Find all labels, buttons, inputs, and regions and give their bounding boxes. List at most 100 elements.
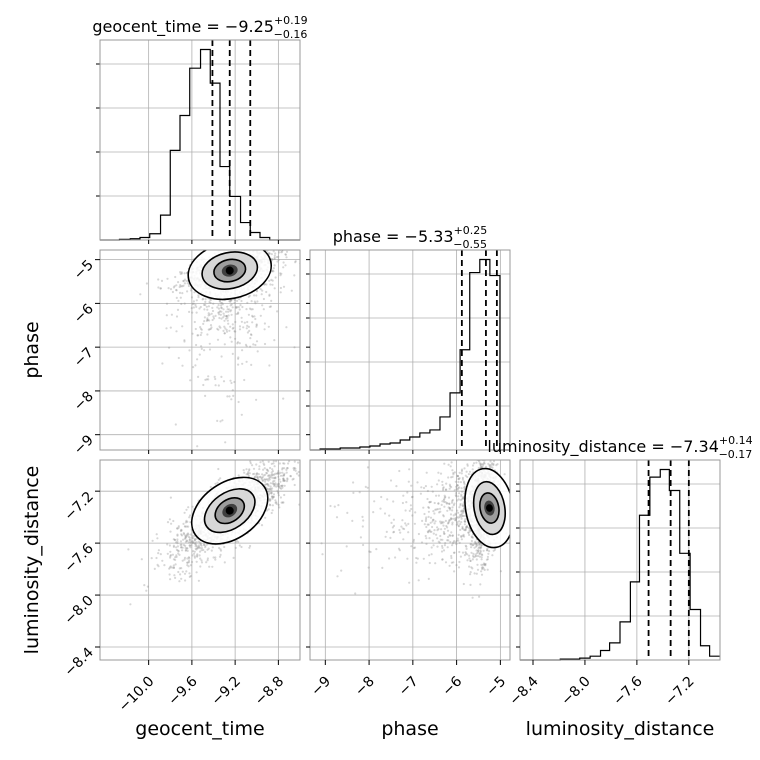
sample-point xyxy=(184,546,187,550)
sample-point xyxy=(267,483,270,486)
sample-point xyxy=(268,492,271,495)
sample-point xyxy=(175,548,178,552)
sample-point xyxy=(443,527,446,530)
sample-point xyxy=(455,539,458,542)
sample-point xyxy=(442,487,445,490)
sample-point xyxy=(223,332,226,335)
sample-point xyxy=(437,494,440,497)
sample-point xyxy=(234,320,237,324)
sample-point xyxy=(271,270,274,273)
sample-point xyxy=(270,476,273,479)
sample-point xyxy=(228,395,231,398)
sample-point xyxy=(183,302,186,305)
sample-point xyxy=(195,343,198,347)
sample-point xyxy=(183,533,186,536)
sample-point xyxy=(251,464,254,467)
sample-point xyxy=(178,291,182,294)
sample-point xyxy=(274,472,277,475)
sample-point xyxy=(491,462,494,465)
sample-point xyxy=(405,501,408,504)
sample-point xyxy=(182,538,185,541)
sample-point xyxy=(475,544,478,547)
sample-point xyxy=(184,579,187,582)
sample-point xyxy=(426,530,429,533)
sample-point xyxy=(177,356,180,360)
sample-point xyxy=(282,477,285,480)
sample-point xyxy=(206,317,209,320)
sample-point xyxy=(185,519,188,523)
sample-point xyxy=(385,530,388,534)
sample-point xyxy=(430,530,433,533)
sample-point xyxy=(178,580,181,583)
sample-point xyxy=(490,463,493,466)
sample-point xyxy=(264,478,267,481)
sample-point xyxy=(253,315,256,318)
sample-point xyxy=(185,539,188,542)
sample-point xyxy=(427,515,430,519)
sample-point xyxy=(263,467,266,470)
sample-point xyxy=(193,550,196,553)
sample-point xyxy=(375,548,378,551)
sample-point xyxy=(459,513,462,517)
sample-point xyxy=(214,556,217,559)
sample-point xyxy=(438,541,441,544)
sample-point xyxy=(281,467,284,470)
sample-point xyxy=(157,565,160,568)
sample-point xyxy=(270,474,273,477)
sample-point xyxy=(498,458,500,460)
sample-point xyxy=(262,308,265,311)
sample-point xyxy=(230,303,233,306)
sample-point xyxy=(386,498,389,501)
sample-point xyxy=(460,534,463,538)
sample-point xyxy=(226,395,229,398)
sample-point xyxy=(270,489,273,492)
sample-point xyxy=(195,311,198,314)
sample-point xyxy=(224,441,227,444)
sample-point xyxy=(283,467,286,470)
sample-point xyxy=(477,550,480,553)
sample-point xyxy=(488,466,492,469)
sample-point xyxy=(268,478,271,481)
sample-point xyxy=(468,533,471,537)
sample-point xyxy=(292,468,296,471)
sample-point xyxy=(276,483,279,486)
sample-point xyxy=(264,480,267,483)
sample-point xyxy=(282,285,286,288)
sample-point xyxy=(459,523,462,526)
sample-point xyxy=(459,502,462,506)
sample-point xyxy=(188,514,192,517)
sample-point xyxy=(234,306,237,309)
sample-point xyxy=(237,311,240,314)
sample-point xyxy=(240,545,243,549)
sample-point xyxy=(485,558,488,561)
sample-point xyxy=(282,474,286,477)
sample-point xyxy=(480,553,483,556)
sample-point xyxy=(479,465,482,468)
sample-point xyxy=(212,302,215,305)
sample-point xyxy=(285,468,288,471)
sample-point xyxy=(439,538,442,541)
sample-point xyxy=(174,423,177,426)
sample-point xyxy=(254,317,257,321)
sample-point xyxy=(181,364,184,367)
sample-point xyxy=(253,472,256,475)
sample-point xyxy=(445,482,448,485)
sample-point xyxy=(247,313,250,316)
sample-point xyxy=(219,313,222,316)
sample-point xyxy=(457,477,460,480)
sample-point xyxy=(188,557,191,560)
sample-point xyxy=(443,532,446,535)
sample-point xyxy=(282,266,285,269)
sample-point xyxy=(187,565,190,568)
sample-point xyxy=(445,488,448,491)
sample-point xyxy=(265,290,268,294)
sample-point xyxy=(169,496,172,499)
sample-point xyxy=(219,326,222,329)
sample-point xyxy=(249,345,252,348)
sample-point xyxy=(226,308,229,311)
sample-point xyxy=(462,510,465,513)
sample-point xyxy=(176,545,179,548)
sample-point xyxy=(293,460,296,463)
sample-point xyxy=(243,471,246,474)
sample-point xyxy=(281,468,284,471)
